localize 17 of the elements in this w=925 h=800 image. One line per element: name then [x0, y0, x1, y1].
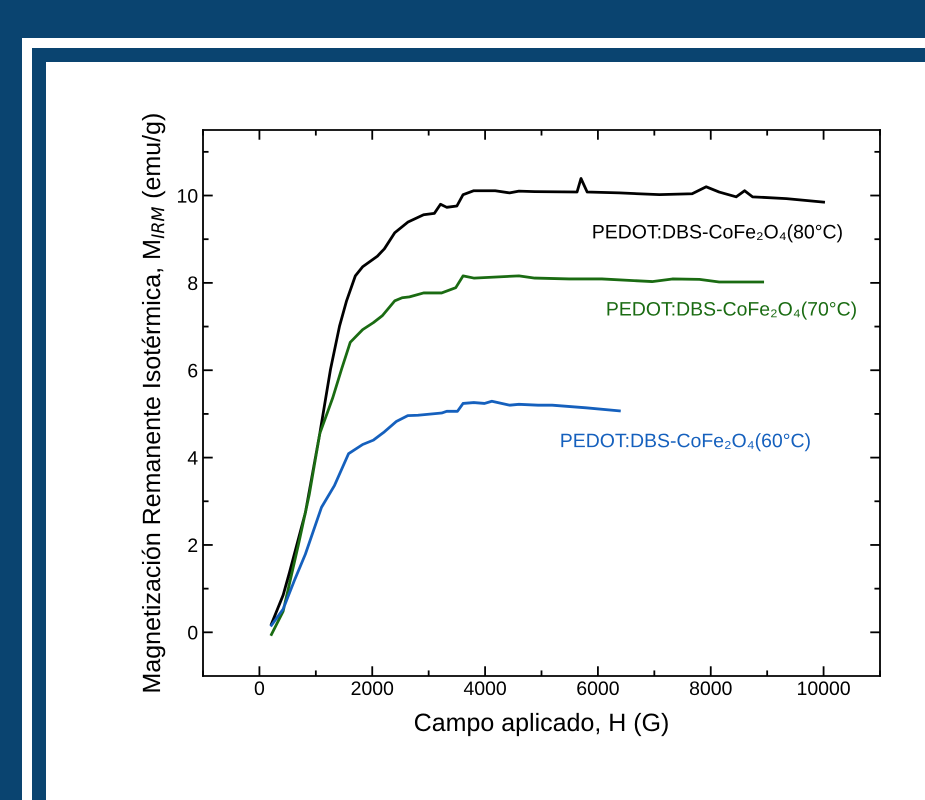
y-tick-label: 8 [188, 276, 198, 290]
x-axis-title: Campo aplicado, H (G) [414, 712, 668, 736]
y-tick-label: 4 [188, 451, 198, 465]
y-axis-title: Magnetización Remanente Isotérmica, M$_{IRM}$ (emu/g) [142, 114, 166, 692]
series-label: PEDOT:DBS-CoFe₂O₄(70°C) [607, 301, 856, 320]
x-tick-label: 10000 [798, 681, 850, 696]
x-tick-label: 6000 [577, 681, 619, 696]
y-tick-label: 10 [178, 188, 198, 203]
x-tick-label: 2000 [352, 681, 394, 696]
x-tick-label: 8000 [690, 681, 732, 696]
x-tick-label: 0 [254, 681, 264, 696]
y-tick-label: 2 [188, 538, 198, 552]
legend-label: PEDOT:DBS-CoFe₂O₄(80°C) [593, 224, 842, 242]
series-label: PEDOT:DBS-CoFe₂O₄(60°C) [561, 433, 810, 452]
y-tick-label: 6 [188, 364, 198, 378]
x-tick-label: 4000 [464, 681, 506, 696]
y-tick-label: 0 [188, 626, 198, 640]
